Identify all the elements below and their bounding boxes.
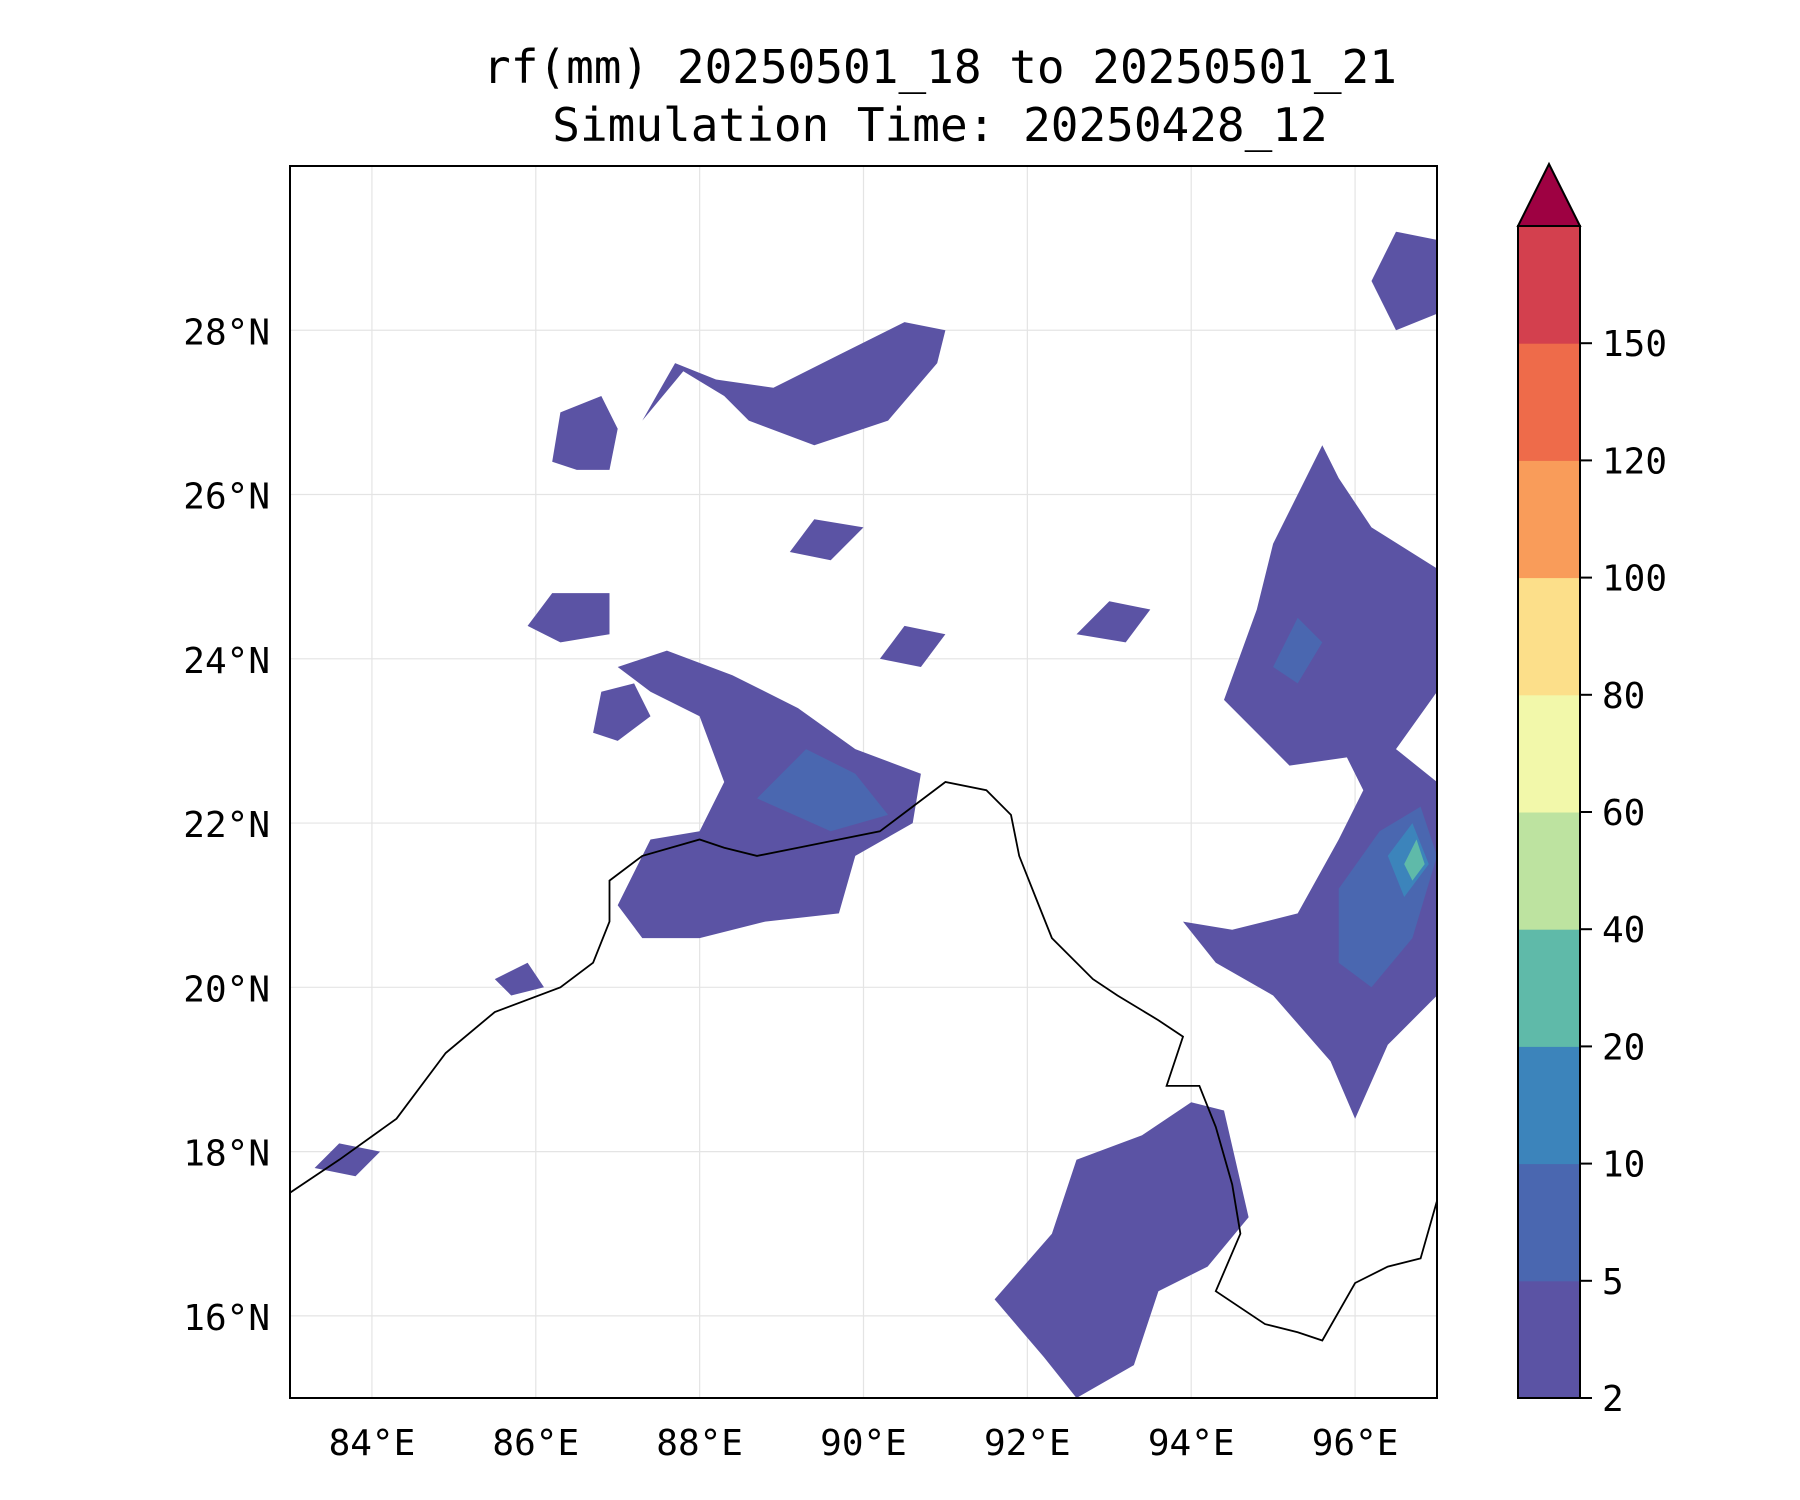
colorbar-extend-arrow bbox=[1516, 161, 1582, 227]
map-frame bbox=[289, 165, 1438, 1399]
colorbar-tick-label: 150 bbox=[1602, 324, 1667, 365]
rain-region-meghalaya-blob bbox=[879, 625, 946, 667]
colorbar-segment bbox=[1518, 577, 1580, 696]
rain-region-yunnan-corner bbox=[1371, 231, 1437, 331]
colorbar-tick-label: 20 bbox=[1602, 1027, 1645, 1068]
latitude-tick-labels: 16°N 18°N 20°N 22°N 24°N 26°N 28°N bbox=[183, 312, 270, 1339]
lat-tick-label: 16°N bbox=[183, 1298, 270, 1339]
colorbar-tick-label: 100 bbox=[1602, 559, 1667, 600]
lon-tick-label: 86°E bbox=[492, 1423, 579, 1464]
colorbar-segment bbox=[1518, 460, 1580, 579]
colorbar-segment bbox=[1518, 343, 1580, 461]
lat-tick-label: 26°N bbox=[183, 477, 270, 518]
colorbar-segment bbox=[1518, 1046, 1580, 1165]
lat-tick-label: 20°N bbox=[183, 969, 270, 1010]
rain-region-myanmar-peak-inner bbox=[1404, 839, 1425, 881]
rain-region-west-bengal-scatter bbox=[593, 683, 651, 741]
colorbar-segment bbox=[1518, 226, 1580, 344]
map-title-line-2: Simulation Time: 20250428_12 bbox=[552, 98, 1328, 152]
colorbar-tick-label: 60 bbox=[1602, 793, 1645, 834]
coastline bbox=[290, 781, 1437, 1342]
rain-region-odisha-blob bbox=[494, 962, 544, 996]
rain-region-nepal-east bbox=[552, 396, 618, 470]
colorbar-tick-label: 40 bbox=[1602, 910, 1645, 951]
colorbar-tick-label: 5 bbox=[1602, 1262, 1624, 1303]
rain-region-nepal-bhutan-band bbox=[642, 322, 946, 446]
rain-region-rakhine-coast bbox=[994, 1102, 1249, 1398]
lon-tick-label: 88°E bbox=[656, 1423, 743, 1464]
rain-region-assam-blob bbox=[1076, 601, 1151, 643]
longitude-tick-labels: 84°E 86°E 88°E 90°E 92°E 94°E 96°E bbox=[329, 1423, 1399, 1464]
colorbar-tick-label: 2 bbox=[1602, 1379, 1624, 1420]
colorbar-tick-label: 10 bbox=[1602, 1145, 1645, 1186]
colorbar-segment bbox=[1518, 1280, 1580, 1399]
coastline-path bbox=[290, 781, 1437, 1342]
colorbar-segment bbox=[1518, 812, 1580, 930]
rain-region-myanmar-inner-core bbox=[1273, 617, 1323, 684]
colorbar-tick-label: 120 bbox=[1602, 441, 1667, 482]
rain-region-bay-north-core bbox=[757, 749, 889, 832]
map-title-line-1: rf(mm) 20250501_18 to 20250501_21 bbox=[483, 40, 1397, 94]
lat-tick-label: 22°N bbox=[183, 805, 270, 846]
lat-tick-label: 24°N bbox=[183, 641, 270, 682]
colorbar-segment bbox=[1518, 929, 1580, 1047]
lon-tick-label: 94°E bbox=[1148, 1423, 1235, 1464]
lon-tick-label: 84°E bbox=[329, 1423, 416, 1464]
rain-region-bihar-blob bbox=[789, 519, 864, 561]
lat-tick-label: 18°N bbox=[183, 1134, 270, 1175]
lon-tick-label: 96°E bbox=[1312, 1423, 1399, 1464]
colorbar-tick-label: 80 bbox=[1602, 676, 1645, 717]
lat-tick-label: 28°N bbox=[183, 312, 270, 353]
colorbar-segment bbox=[1518, 694, 1580, 813]
rainfall-contours bbox=[314, 231, 1437, 1398]
colorbar: 2 5 10 20 40 60 80 100 120 150 bbox=[1516, 161, 1667, 1420]
colorbar-segment bbox=[1518, 1163, 1580, 1282]
rain-region-chennai-coast bbox=[314, 1143, 381, 1177]
lon-tick-label: 90°E bbox=[820, 1423, 907, 1464]
lon-tick-label: 92°E bbox=[984, 1423, 1071, 1464]
rain-region-jharkhand-patch bbox=[527, 593, 610, 643]
